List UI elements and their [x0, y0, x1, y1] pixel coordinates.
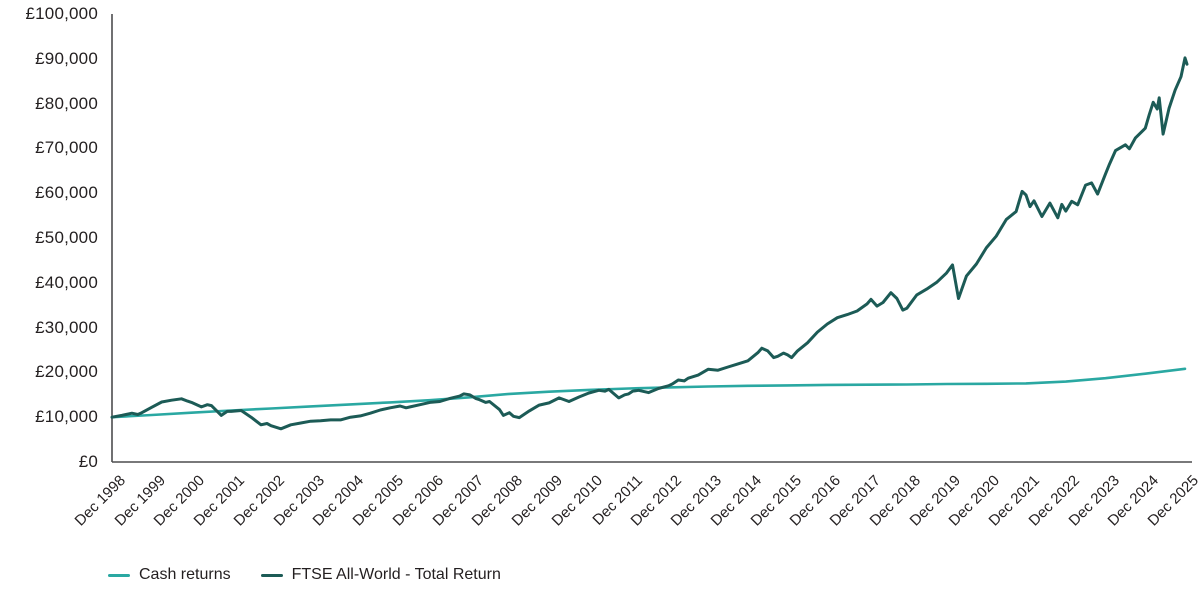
y-tick-label: £60,000: [35, 183, 98, 203]
cash-returns-line: [110, 367, 1187, 419]
y-tick-label: £10,000: [35, 407, 98, 427]
y-tick-label: £50,000: [35, 228, 98, 247]
legend-item-ftse: FTSE All-World - Total Return: [260, 566, 501, 584]
y-tick-label: £30,000: [35, 317, 98, 337]
ftse-swatch-icon: [260, 573, 283, 577]
chart-legend: Cash returns FTSE All-World - Total Retu…: [108, 566, 501, 584]
y-tick-label: £20,000: [35, 362, 98, 382]
cash-returns-swatch-icon: [108, 573, 130, 577]
legend-label-ftse: FTSE All-World - Total Return: [291, 566, 501, 583]
y-tick-label: £40,000: [35, 272, 98, 292]
y-tick-label: £0: [78, 452, 98, 471]
ftse-total-return-line: [110, 56, 1189, 431]
legend-item-cash-returns: Cash returns: [108, 566, 231, 584]
y-tick-label: £100,000: [25, 4, 98, 23]
legend-label-cash-returns: Cash returns: [139, 566, 231, 583]
y-tick-label: £70,000: [35, 138, 98, 158]
y-tick-label: £90,000: [35, 48, 98, 68]
y-tick-label: £80,000: [35, 93, 98, 113]
